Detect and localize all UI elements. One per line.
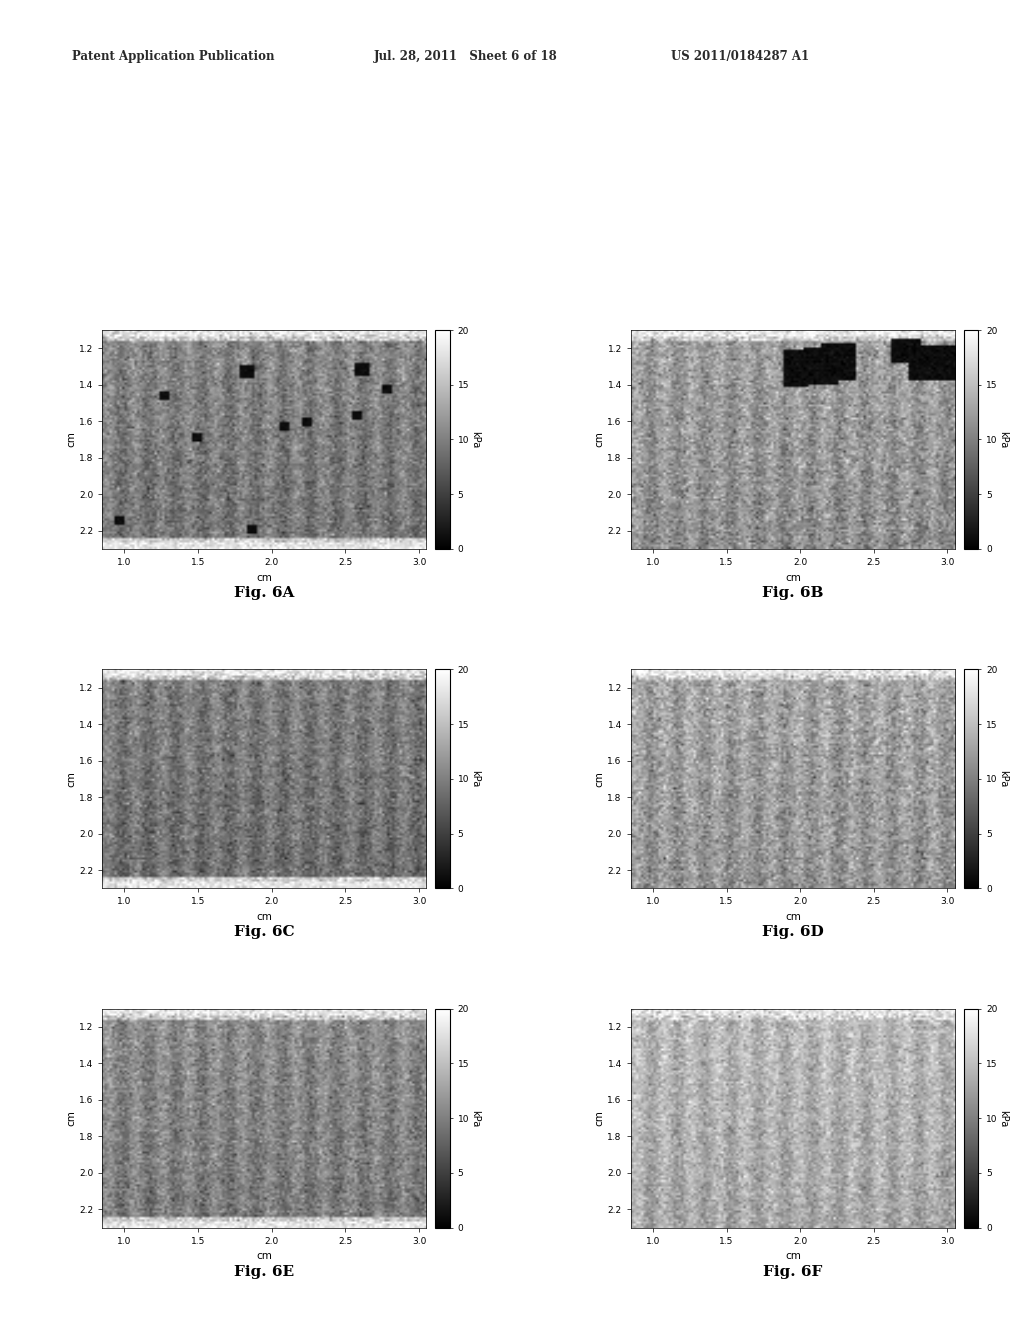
Text: Fig. 6E: Fig. 6E	[234, 1265, 295, 1279]
Y-axis label: kPa: kPa	[470, 430, 480, 447]
X-axis label: cm: cm	[256, 573, 272, 582]
Y-axis label: cm: cm	[67, 771, 76, 787]
Y-axis label: cm: cm	[595, 1110, 604, 1126]
Text: Fig. 6D: Fig. 6D	[762, 925, 823, 940]
Y-axis label: kPa: kPa	[470, 1110, 480, 1127]
X-axis label: cm: cm	[256, 1251, 272, 1261]
Y-axis label: kPa: kPa	[998, 1110, 1009, 1127]
Text: Fig. 6F: Fig. 6F	[763, 1265, 822, 1279]
Y-axis label: kPa: kPa	[998, 770, 1009, 788]
Text: Patent Application Publication: Patent Application Publication	[72, 50, 274, 63]
X-axis label: cm: cm	[784, 912, 801, 921]
Y-axis label: cm: cm	[595, 771, 604, 787]
Y-axis label: cm: cm	[595, 432, 604, 447]
X-axis label: cm: cm	[784, 1251, 801, 1261]
Text: Fig. 6A: Fig. 6A	[234, 586, 295, 599]
Y-axis label: kPa: kPa	[470, 770, 480, 788]
Text: Fig. 6B: Fig. 6B	[762, 586, 823, 599]
Text: Fig. 6C: Fig. 6C	[234, 925, 295, 940]
Y-axis label: cm: cm	[67, 432, 76, 447]
Y-axis label: kPa: kPa	[998, 430, 1009, 447]
X-axis label: cm: cm	[784, 573, 801, 582]
Text: Jul. 28, 2011   Sheet 6 of 18: Jul. 28, 2011 Sheet 6 of 18	[374, 50, 557, 63]
Y-axis label: cm: cm	[67, 1110, 76, 1126]
Text: US 2011/0184287 A1: US 2011/0184287 A1	[671, 50, 809, 63]
X-axis label: cm: cm	[256, 912, 272, 921]
